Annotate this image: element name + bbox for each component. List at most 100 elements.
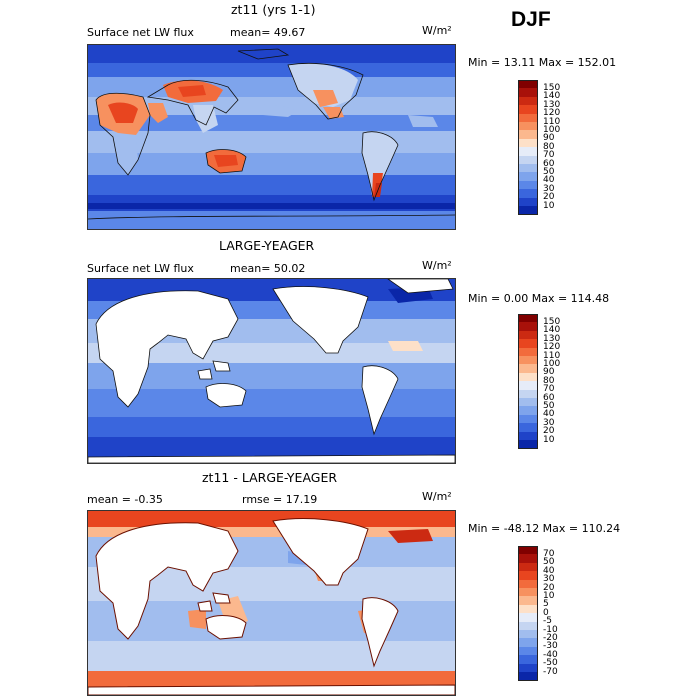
colorbar-tick-label: 50 xyxy=(543,557,555,568)
colorbar-swatch xyxy=(518,80,538,89)
colorbar-tick-label: 60 xyxy=(543,392,555,403)
colorbar-swatch xyxy=(518,122,538,131)
colorbar-swatch xyxy=(518,88,538,98)
colorbar-swatch xyxy=(518,113,538,123)
colorbar-swatch xyxy=(518,546,538,555)
colorbar-swatch xyxy=(518,398,538,407)
colorbar-tick-label: 110 xyxy=(543,116,561,127)
colorbar-tick-label: 10 xyxy=(543,200,555,211)
colorbar-swatch xyxy=(518,406,538,416)
colorbar-swatch xyxy=(518,431,538,441)
colorbar-tick-label: -30 xyxy=(543,641,558,652)
colorbar-tick-label: 90 xyxy=(543,133,555,144)
colorbar-swatch xyxy=(518,571,538,581)
colorbar-tick-label: 150 xyxy=(543,316,561,327)
colorbar-swatch xyxy=(518,347,538,357)
colorbar-tick-label: 150 xyxy=(543,82,561,93)
panel-3-rmse: rmse = 17.19 xyxy=(242,493,318,506)
panel-1-title: zt11 (yrs 1-1) xyxy=(231,2,316,17)
colorbar-tick-label: -20 xyxy=(543,632,558,643)
panel-1-units: W/m² xyxy=(422,24,452,37)
panel-1-map-svg xyxy=(88,45,455,229)
colorbar-tick-label: 120 xyxy=(543,108,561,119)
colorbar-tick-label: 10 xyxy=(543,590,555,601)
colorbar-tick-label: -10 xyxy=(543,624,558,635)
colorbar-tick-label: -70 xyxy=(543,666,558,677)
colorbar-swatch xyxy=(518,389,538,399)
colorbar-swatch xyxy=(518,423,538,433)
colorbar-tick-label: -5 xyxy=(543,616,552,627)
colorbar-tick-label: 0 xyxy=(543,607,549,618)
panel-2-units: W/m² xyxy=(422,259,452,272)
colorbar-tick-label: 70 xyxy=(543,384,555,395)
panel-2-minmax: Min = 0.00 Max = 114.48 xyxy=(468,292,610,305)
colorbar-tick-label: 130 xyxy=(543,333,561,344)
colorbar-swatch xyxy=(518,596,538,606)
colorbar-swatch xyxy=(518,579,538,589)
colorbar-swatch xyxy=(518,180,538,190)
colorbar-swatch xyxy=(518,330,538,340)
colorbar-swatch xyxy=(518,356,538,365)
colorbar-tick-label: 30 xyxy=(543,417,555,428)
colorbar-swatch xyxy=(518,604,538,614)
panel-3-map xyxy=(87,510,456,696)
colorbar-swatch xyxy=(518,630,538,639)
colorbar-tick-label: 5 xyxy=(543,599,549,610)
colorbar-swatch xyxy=(518,322,538,332)
colorbar-tick-label: -50 xyxy=(543,658,558,669)
panel-2-map-svg xyxy=(88,279,455,463)
colorbar-tick-label: 80 xyxy=(543,375,555,386)
panel-3-units: W/m² xyxy=(422,490,452,503)
colorbar-swatch xyxy=(518,381,538,391)
panel-2-map xyxy=(87,278,456,464)
colorbar-tick-label: 90 xyxy=(543,367,555,378)
colorbar-tick-label: 40 xyxy=(543,409,555,420)
colorbar-swatch xyxy=(518,172,538,182)
colorbar-swatch xyxy=(518,638,538,648)
panel-2-title: LARGE-YEAGER xyxy=(219,238,315,253)
colorbar-swatch xyxy=(518,130,538,140)
colorbar-tick-label: 110 xyxy=(543,350,561,361)
colorbar-tick-label: 100 xyxy=(543,124,561,135)
colorbar-swatch xyxy=(518,655,538,665)
panel-3-minmax: Min = -48.12 Max = 110.24 xyxy=(468,522,621,535)
panel-2-field-label: Surface net LW flux xyxy=(87,262,194,275)
colorbar-tick-label: 120 xyxy=(543,342,561,353)
colorbar-swatch xyxy=(518,339,538,349)
panel-1-mean: mean= 49.67 xyxy=(230,26,306,39)
colorbar-swatch xyxy=(518,663,538,673)
colorbar-swatch xyxy=(518,189,538,199)
colorbar-swatch xyxy=(518,672,538,681)
colorbar-swatch xyxy=(518,138,538,148)
colorbar-swatch xyxy=(518,96,538,106)
colorbar-tick-label: 140 xyxy=(543,91,561,102)
colorbar-tick-label: 20 xyxy=(543,582,555,593)
colorbar-tick-label: 140 xyxy=(543,325,561,336)
season-label: DJF xyxy=(511,8,551,31)
panel-1-minmax: Min = 13.11 Max = 152.01 xyxy=(468,56,617,69)
panel-3-map-svg xyxy=(88,511,455,695)
colorbar-swatch xyxy=(518,562,538,572)
colorbar-tick-label: 60 xyxy=(543,158,555,169)
colorbar-tick-label: 40 xyxy=(543,565,555,576)
colorbar-swatch xyxy=(518,197,538,207)
colorbar-tick-label: 100 xyxy=(543,358,561,369)
colorbar-tick-label: 40 xyxy=(543,175,555,186)
panel-1-map xyxy=(87,44,456,230)
colorbar-tick-label: 50 xyxy=(543,166,555,177)
colorbar-swatch xyxy=(518,613,538,623)
colorbar-swatch xyxy=(518,646,538,656)
colorbar-swatch xyxy=(518,621,538,631)
colorbar-tick-label: 30 xyxy=(543,574,555,585)
colorbar-tick-label: 70 xyxy=(543,150,555,161)
colorbar-swatch xyxy=(518,105,538,115)
colorbar-swatch xyxy=(518,314,538,323)
colorbar-tick-label: 70 xyxy=(543,548,555,559)
colorbar-tick-label: 20 xyxy=(543,192,555,203)
colorbar-tick-label: 130 xyxy=(543,99,561,110)
colorbar-swatch xyxy=(518,554,538,564)
colorbar-tick-label: 50 xyxy=(543,400,555,411)
colorbar-swatch xyxy=(518,164,538,173)
panel-3-title: zt11 - LARGE-YEAGER xyxy=(202,470,338,485)
colorbar-swatch xyxy=(518,155,538,165)
